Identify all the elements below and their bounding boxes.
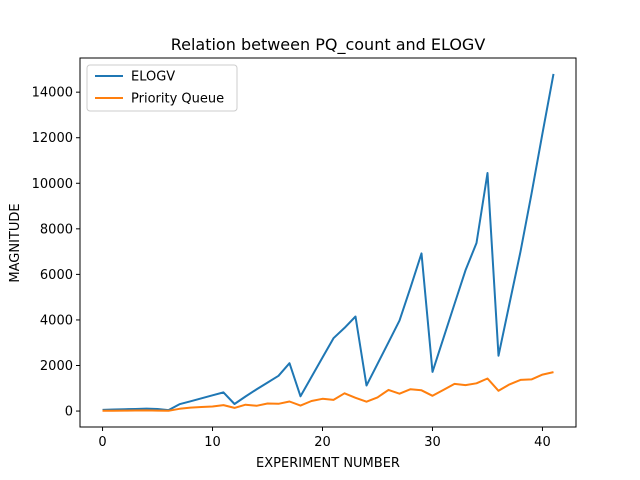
y-tick-label: 8000 (40, 222, 73, 237)
x-tick-label: 10 (204, 435, 221, 450)
x-tick-label: 30 (424, 435, 441, 450)
plot-frame (79, 57, 577, 428)
x-axis-label: EXPERIMENT NUMBER (256, 456, 400, 471)
x-tick-label: 20 (314, 435, 331, 450)
y-tick-label: 14000 (32, 86, 73, 101)
series-line-priority-queue (102, 371, 554, 412)
legend-label: Priority Queue (131, 92, 224, 107)
y-tick-label: 6000 (40, 268, 73, 283)
series-line-elogv (102, 73, 555, 412)
y-tick-label: 0 (65, 405, 73, 420)
y-tick-label: 4000 (40, 313, 73, 328)
y-tick-label: 12000 (32, 131, 73, 146)
y-tick-label: 2000 (40, 359, 73, 374)
y-tick-label: 10000 (32, 177, 73, 192)
y-axis-label: MAGNITUDE (8, 203, 23, 282)
legend-label: ELOGV (131, 70, 175, 85)
legend-box (86, 64, 238, 112)
chart-title: Relation between PQ_count and ELOGV (171, 35, 486, 55)
x-tick-label: 0 (98, 435, 106, 450)
legend: ELOGV Priority Queue (86, 64, 238, 112)
x-tick-label: 40 (534, 435, 551, 450)
